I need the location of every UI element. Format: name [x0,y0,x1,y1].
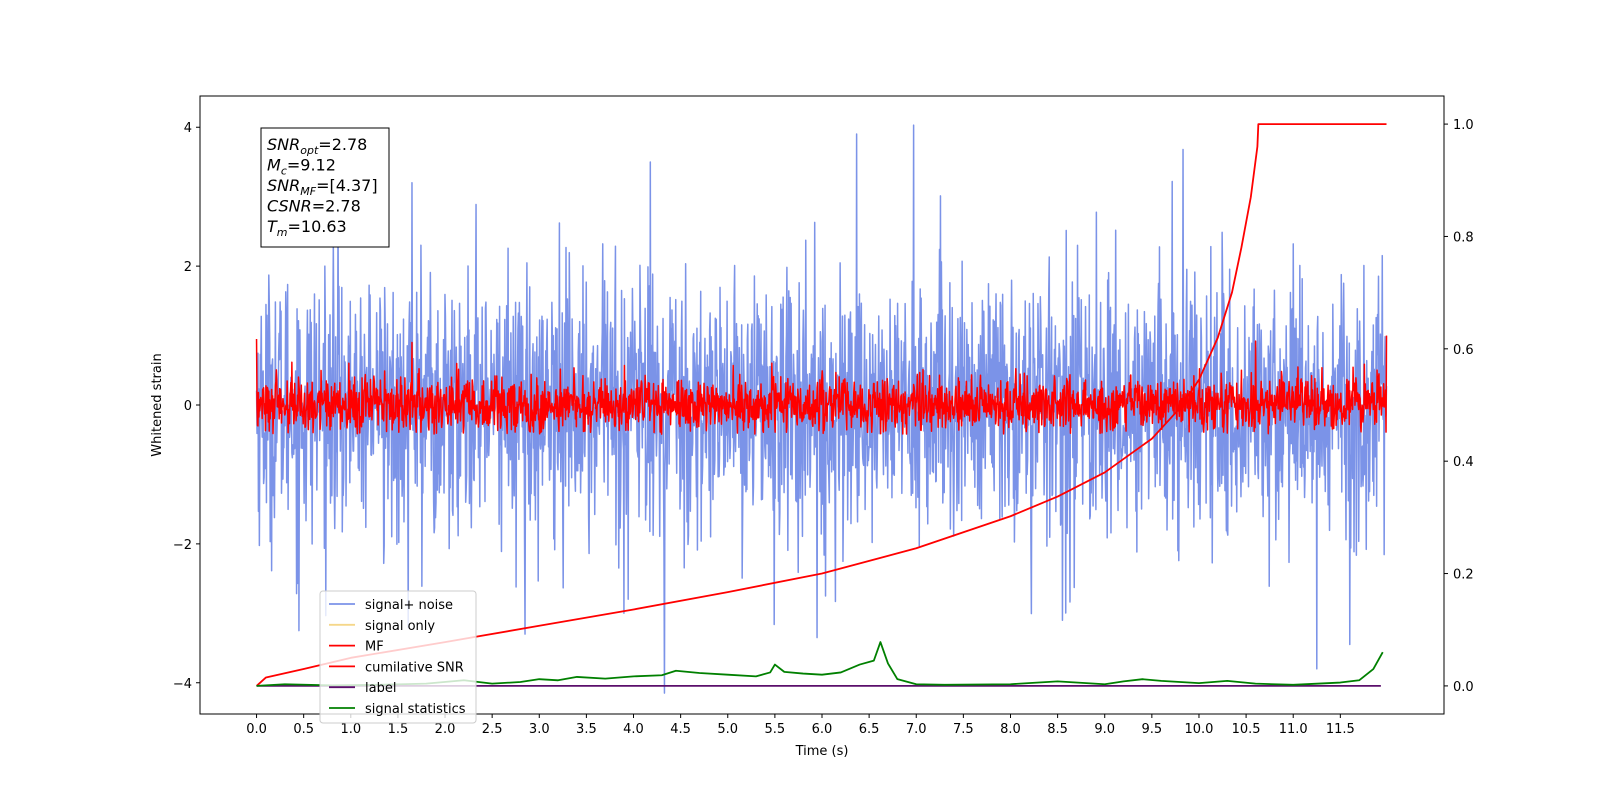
annotation-symbol: T [267,217,278,236]
y2-tick-label: 0.0 [1453,680,1474,695]
y-tick-label: −2 [173,538,192,553]
y2-tick-label: 0.6 [1453,343,1474,358]
x-tick-label: 9.0 [1094,722,1115,737]
x-tick-label: 3.0 [529,722,550,737]
annotation-symbol: SNR [267,135,300,154]
annotation-value: =2.78 [312,197,361,216]
legend-frame [319,590,477,724]
annotation-line: Mc=9.12 [267,156,336,178]
annotation-value: =10.63 [288,217,347,236]
annotation-subscript: opt [300,144,319,157]
x-tick-label: 8.0 [1000,722,1021,737]
annotation-value: =9.12 [287,156,336,175]
legend: signal+ noise signal only MF cumilative SNR… [319,590,477,724]
annotation-symbol: M [267,156,281,175]
y-tick-label: 4 [184,121,192,136]
annotation-symbol: CSNR [267,197,312,216]
x-tick-label: 10.0 [1184,722,1213,737]
y-tick-label: 0 [184,399,192,414]
y-tick-label: 2 [184,260,192,275]
annotation-subscript: MF [300,185,316,198]
annotation-value: =2.78 [318,135,367,154]
x-tick-label: 2.5 [482,722,503,737]
annotation-line: CSNR=2.78 [267,197,361,216]
annotation-line: SNRMF=[4.37] [267,176,378,198]
series-line-mf [255,335,1388,435]
annotation-box: SNRopt=2.78Mc=9.12SNRMF=[4.37]CSNR=2.78T… [260,127,390,248]
x-tick-label: 1.0 [340,722,361,737]
legend-label-signal-only: signal only [365,619,435,634]
y2-tick-label: 0.2 [1453,568,1474,583]
x-tick-label: 11.0 [1279,722,1308,737]
annotation-frame [260,127,390,248]
y2-tick-label: 1.0 [1453,118,1474,133]
x-tick-label: 4.5 [670,722,691,737]
x-tick-label: 8.5 [1047,722,1068,737]
x-tick-label: 0.0 [246,722,267,737]
x-tick-label: 5.5 [765,722,786,737]
y2-tick-label: 0.8 [1453,230,1474,245]
x-axis-label: Time (s) [795,744,849,759]
legend-label-cumilative-snr: cumilative SNR [365,660,464,675]
x-tick-label: 7.0 [906,722,927,737]
annotation-subscript: c [281,165,287,178]
x-tick-label: 0.5 [293,722,314,737]
annotation-subscript: m [277,226,288,239]
annotation-symbol: SNR [267,176,300,195]
annotation-line: SNRopt=2.78 [267,135,367,157]
x-tick-label: 7.5 [953,722,974,737]
annotation-line: Tm=10.63 [267,217,347,239]
y-tick-label: −4 [173,677,192,692]
x-tick-label: 9.5 [1142,722,1163,737]
x-tick-label: 6.0 [812,722,833,737]
x-tick-label: 2.0 [435,722,456,737]
x-tick-label: 4.0 [623,722,644,737]
x-tick-label: 1.5 [388,722,409,737]
y2-tick-label: 0.4 [1453,455,1474,470]
legend-label-mf: MF [365,640,384,655]
x-tick-label: 5.0 [717,722,738,737]
ticks-layer: 0.0 0.5 1.0 1.5 2.0 2.5 3.0 3.5 4.0 4.5 5.0 5.5 6.0 6… [173,118,1474,737]
legend-label-label: label [365,681,396,696]
x-tick-label: 6.5 [859,722,880,737]
x-tick-label: 3.5 [576,722,597,737]
x-tick-label: 10.5 [1232,722,1261,737]
legend-label-signal-statistics: signal statistics [365,702,466,717]
legend-label-signal-noise: signal+ noise [365,598,453,613]
y-axis-label: Whitened strain [150,353,165,456]
series-line-signal-statistics [256,641,1384,687]
annotation-value: =[4.37] [316,176,378,195]
x-tick-label: 11.5 [1326,722,1355,737]
